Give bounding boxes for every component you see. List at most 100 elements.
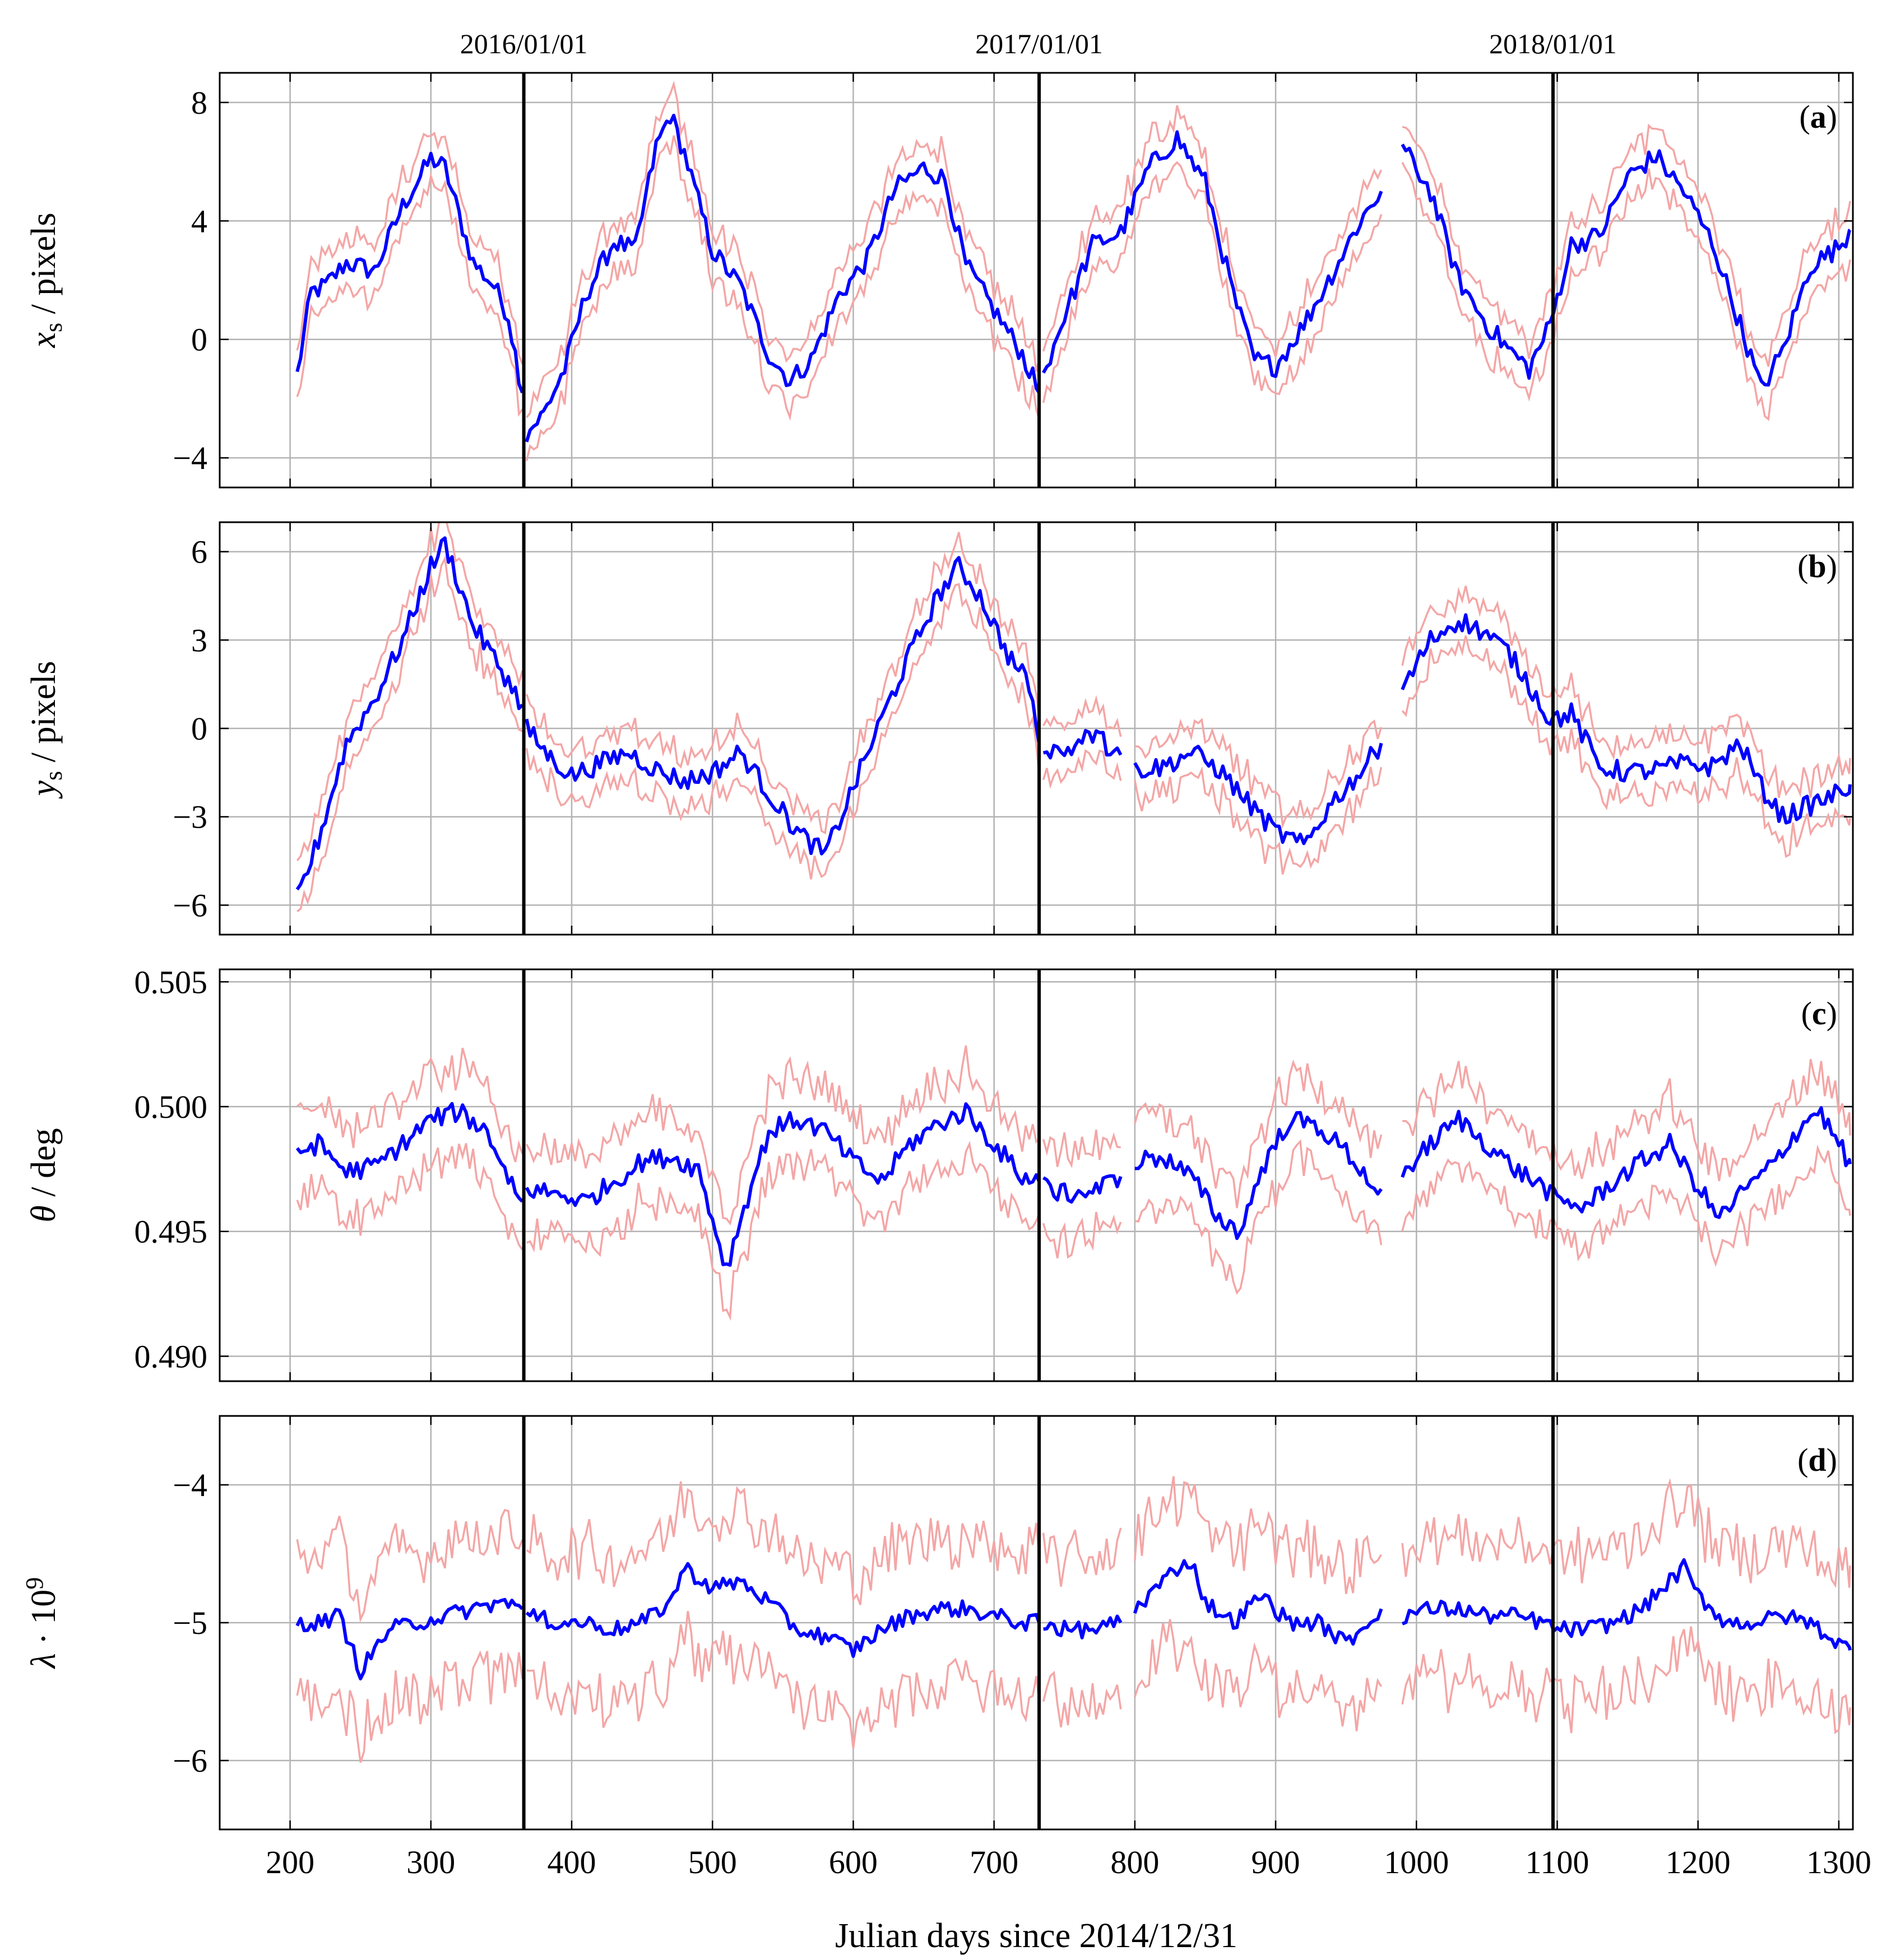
panel-tag: (b) <box>1797 548 1837 584</box>
x-tick-label: 400 <box>548 1844 596 1880</box>
y-tick-label: 0 <box>191 710 207 747</box>
panel-d: −6 −5 −4 (d) λ · 109 <box>21 1415 1854 1831</box>
upper-bound-series <box>1042 105 1383 357</box>
x-tick-label: 500 <box>688 1844 737 1880</box>
mean-series <box>1133 742 1383 846</box>
upper-bound-series <box>1042 1527 1122 1587</box>
lower-bound-series <box>296 555 523 913</box>
series-group <box>295 80 1852 461</box>
y-tick-label: −3 <box>173 799 207 835</box>
upper-bound-series <box>1402 123 1851 367</box>
panel-frame <box>219 968 1854 1382</box>
upper-bound-series <box>1042 1130 1121 1168</box>
series-group <box>295 1045 1852 1321</box>
y-tick-label: 0 <box>191 322 207 358</box>
lower-bound-series <box>1401 1626 1851 1734</box>
y-tick-label: −5 <box>173 1605 207 1641</box>
mean-series <box>1042 728 1123 760</box>
lower-bound-series <box>1042 1211 1122 1259</box>
x-tick-label: 1100 <box>1526 1844 1589 1880</box>
lower-bound-series <box>1401 635 1851 858</box>
mean-series <box>295 1102 524 1203</box>
mean-series <box>1401 613 1852 825</box>
y-tick-label: 0.495 <box>135 1214 208 1250</box>
mean-series <box>525 1562 1041 1658</box>
x-tick-label: 1000 <box>1384 1844 1449 1880</box>
y-tick-label: −4 <box>173 1467 207 1503</box>
mean-series <box>1041 130 1383 378</box>
mean-series <box>295 1597 524 1680</box>
y-tick-label: 3 <box>191 622 207 658</box>
date-label-2017: 2017/01/01 <box>975 28 1103 59</box>
x-tick-label: 800 <box>1110 1844 1159 1880</box>
x-tick-label: 300 <box>406 1844 455 1880</box>
x-axis-title: Julian days since 2014/12/31 <box>835 1917 1238 1955</box>
mean-series <box>1134 1111 1383 1241</box>
mean-series <box>1043 1614 1123 1639</box>
y-tick-label: −6 <box>173 1743 207 1779</box>
x-tick-label: 600 <box>829 1844 878 1880</box>
lower-bound-series <box>1042 1670 1122 1727</box>
panel-b: −6 −3 0 3 6 (b) ys / pixels <box>25 521 1854 936</box>
upper-bound-series <box>296 1508 523 1623</box>
x-tick-label: 700 <box>970 1844 1018 1880</box>
x-tick-label: 900 <box>1252 1844 1300 1880</box>
upper-bound-series <box>1401 586 1851 798</box>
x-tick-label: 200 <box>266 1844 314 1880</box>
grid <box>220 522 1853 935</box>
grid <box>220 1416 1853 1829</box>
y-tick-label: 8 <box>191 85 207 121</box>
upper-bound-series <box>296 1047 523 1163</box>
lower-bound-series <box>1401 1144 1851 1267</box>
mean-series <box>1401 143 1852 387</box>
mean-series <box>525 1102 1041 1267</box>
y-tick-label: 6 <box>191 534 207 570</box>
panel-tag: (d) <box>1797 1442 1837 1478</box>
lower-bound-series <box>526 1611 1040 1749</box>
mean-series <box>295 151 524 393</box>
panel-c: 0.490 0.495 0.500 0.505 (c) θ / deg <box>25 964 1854 1382</box>
mean-series <box>1133 1559 1383 1646</box>
y-axis-title: λ · 109 <box>21 1577 63 1670</box>
lower-bound-series <box>296 1650 523 1763</box>
lower-bound-series <box>296 172 523 417</box>
upper-bound-series <box>1402 1058 1851 1181</box>
y-axis-title: ys / pixels <box>25 661 67 800</box>
x-axis: Julian days since 2014/12/31 200 300 400 50… <box>266 1844 1871 1955</box>
date-marker-labels: 2016/01/01 2017/01/01 2018/01/01 <box>460 28 1617 59</box>
mean-series <box>1401 1106 1852 1219</box>
upper-bound-series <box>1134 1059 1383 1209</box>
upper-bound-series <box>525 532 1040 835</box>
upper-bound-series <box>1401 1478 1851 1589</box>
lower-bound-series <box>1042 161 1383 403</box>
panel-frame <box>219 72 1854 489</box>
lower-bound-series <box>525 583 1040 880</box>
upper-bound-series <box>526 1481 1040 1605</box>
lower-bound-series <box>525 135 1040 461</box>
series-group <box>295 1476 1852 1763</box>
y-tick-label: 0.505 <box>135 964 208 1000</box>
date-label-2016: 2016/01/01 <box>460 28 588 59</box>
upper-bound-series <box>1134 1476 1382 1595</box>
lower-bound-series <box>1042 749 1122 789</box>
lower-bound-series <box>1134 766 1383 875</box>
grid <box>220 73 1853 487</box>
panel-tag: (a) <box>1799 99 1837 135</box>
lower-bound-series <box>1134 1139 1383 1295</box>
y-tick-label: 4 <box>191 203 207 239</box>
upper-bound-series <box>296 131 523 365</box>
upper-bound-series <box>526 80 1040 419</box>
y-tick-label: −6 <box>173 887 207 923</box>
x-tick-label: 1200 <box>1666 1844 1731 1880</box>
mean-series <box>525 114 1041 443</box>
panel-a: −4 0 4 8 (a) xs / pixels <box>25 72 1854 489</box>
series-group <box>295 522 1852 913</box>
panels: −4 0 4 8 (a) xs / pixels −6 −3 0 3 6 (b) ys / pixels… <box>21 72 1854 1831</box>
lower-bound-series <box>526 1141 1040 1321</box>
mean-series <box>295 536 524 891</box>
lower-bound-series <box>296 1143 523 1251</box>
y-tick-label: −4 <box>173 440 207 476</box>
mean-series <box>1402 1558 1852 1651</box>
lower-bound-series <box>1401 162 1851 421</box>
